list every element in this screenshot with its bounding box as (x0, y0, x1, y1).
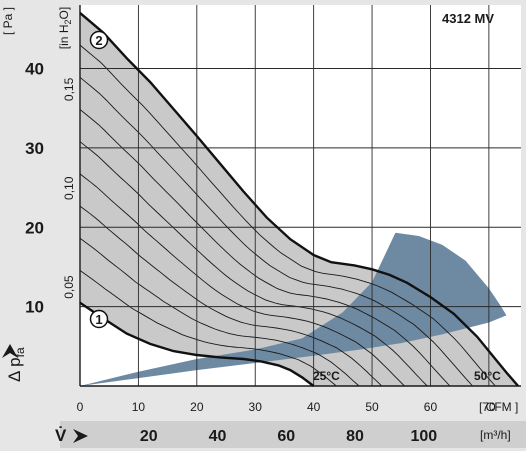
y-tick-pa-30: 30 (25, 139, 44, 158)
characteristic-curve-8 (79, 44, 496, 387)
x-tick-cfm-70: 70 (482, 400, 496, 414)
y-tick-pa-10: 10 (25, 298, 44, 317)
x-axis-arrow (73, 429, 88, 443)
x-tick-m3h-20: 20 (140, 428, 158, 445)
x-unit-cfm: [ CFM ] (479, 400, 518, 414)
x-tick-cfm-10: 10 (132, 400, 146, 414)
curve-label-2: 2 (89, 30, 109, 50)
characteristic-curve-3 (79, 205, 383, 387)
x-tick-m3h-100: 100 (410, 428, 437, 445)
x-tick-m3h-60: 60 (277, 428, 295, 445)
x-tick-cfm-60: 60 (424, 400, 438, 414)
x-tick-cfm-40: 40 (307, 400, 321, 414)
operating-zone (80, 232, 507, 386)
tick-layer: 10 20 30 40 0,05 0,10 0,15 0 10 20 30 40 50 60 70 20 40 6… (25, 60, 496, 446)
characteristic-curve-5 (79, 141, 428, 387)
y-tick-inh2o-0-05: 0,05 (62, 275, 76, 299)
x-tick-m3h-80: 80 (346, 428, 364, 445)
y-tick-inh2o-0-15: 0,15 (62, 77, 76, 101)
characteristic-curve-6 (79, 109, 451, 387)
y-tick-pa-40: 40 (25, 60, 44, 79)
characteristic-curve-1 (79, 270, 337, 387)
x-axis-symbol: V̇ (55, 426, 67, 445)
operating-zone-layer (80, 232, 507, 386)
curve-label-2-text: 2 (95, 33, 102, 48)
model-label: 4312 MV (442, 11, 494, 26)
y-tick-pa-20: 20 (25, 218, 44, 237)
characteristic-curve-7 (79, 76, 473, 387)
y-tick-inh2o-0-10: 0,10 (62, 176, 76, 200)
y-unit-inh2o: [in H2O] (57, 7, 73, 49)
bottom-axis-band (60, 421, 526, 448)
y-axis-arrow (2, 344, 18, 358)
x-unit-m3h: [m³/h] (480, 428, 511, 442)
y-unit-pa: [ Pa ] (1, 7, 15, 35)
curve-label-1-circle (89, 309, 109, 329)
x-tick-cfm-30: 30 (249, 400, 263, 414)
x-tick-m3h-40: 40 (209, 428, 227, 445)
curve-layer (79, 11, 520, 387)
curve-2 (79, 11, 520, 387)
characteristic-curve-2 (79, 237, 360, 387)
curve-label-2-circle (89, 30, 109, 50)
curve-label-1: 1 (89, 309, 109, 329)
annotation-25c: 25°C (313, 369, 340, 383)
x-tick-cfm-20: 20 (190, 400, 204, 414)
curve-label-1-text: 1 (95, 312, 102, 327)
curve-1 (79, 301, 315, 387)
x-tick-cfm-50: 50 (365, 400, 379, 414)
x-tick-cfm-0: 0 (77, 400, 84, 414)
annotation-50c: 50°C (474, 369, 501, 383)
y-axis-label: Δ pfa (5, 347, 27, 382)
